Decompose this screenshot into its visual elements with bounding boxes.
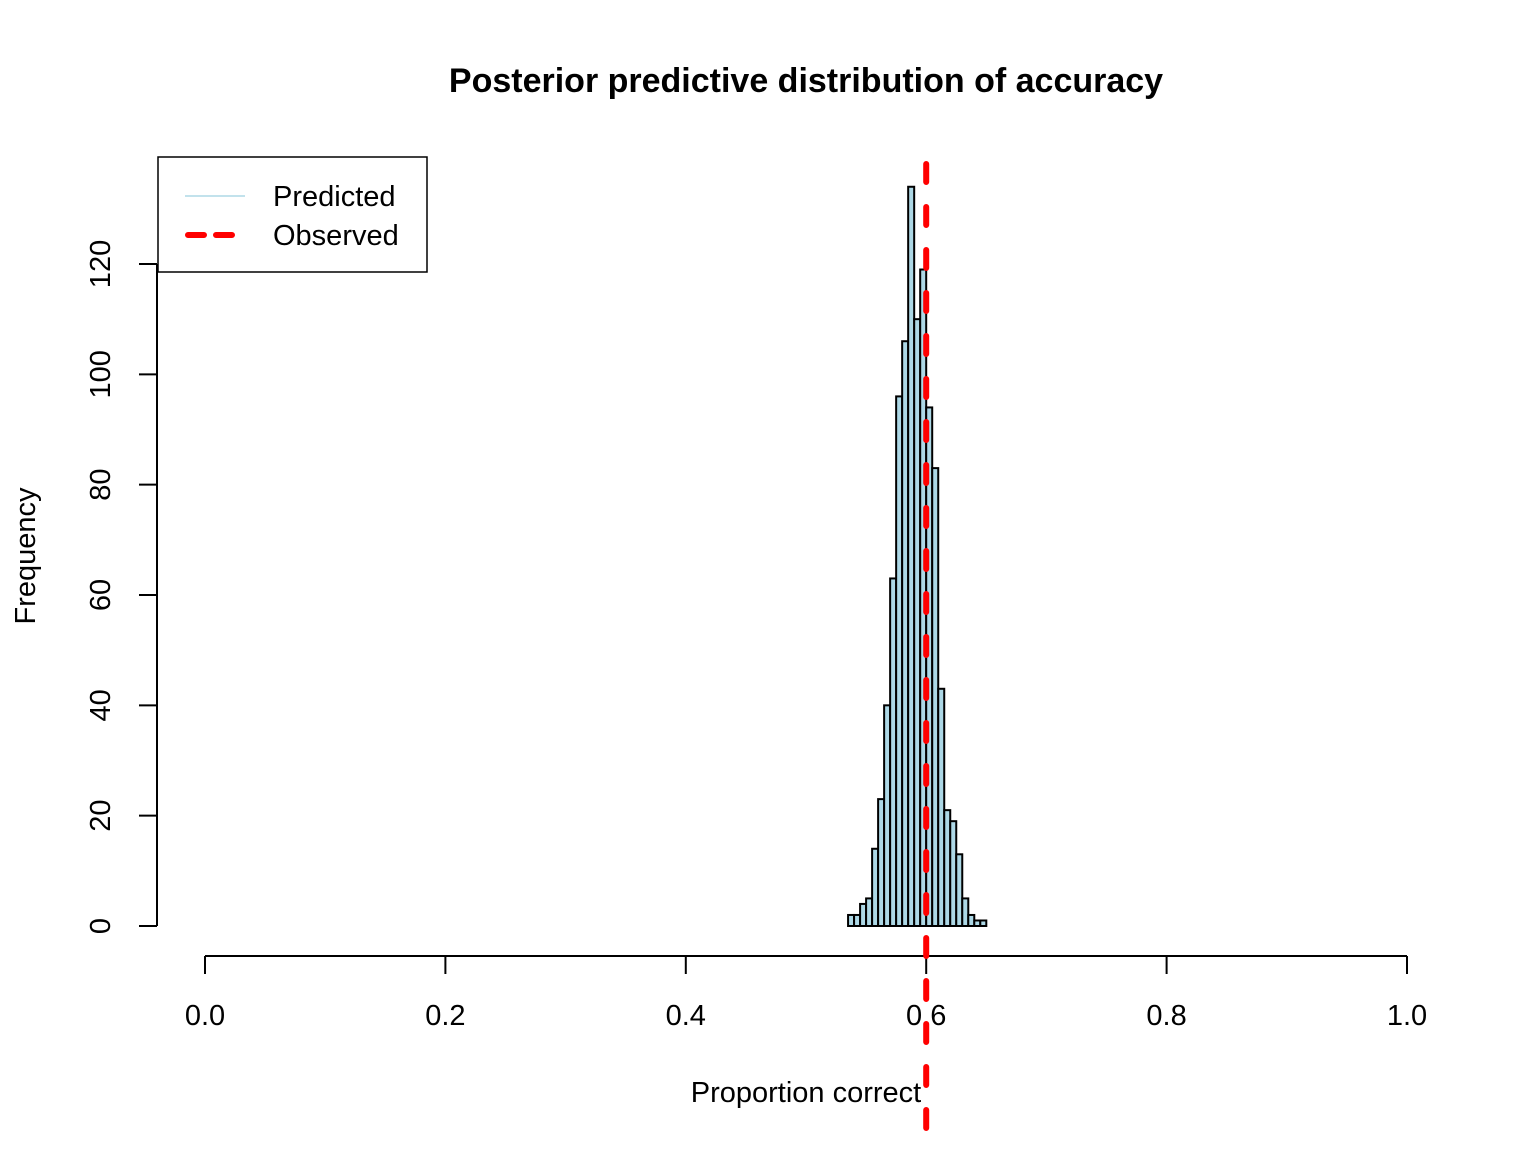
histogram-bar — [955, 853, 964, 927]
legend-observed-label: Observed — [273, 220, 399, 252]
y-tick-label: 40 — [85, 689, 117, 721]
y-tick-label: 0 — [85, 918, 117, 934]
legend-predicted-label: Predicted — [273, 181, 396, 213]
x-axis: 0.0 0.2 0.4 0.6 0.8 1.0 — [185, 955, 1427, 1032]
x-tick-label: 0.4 — [666, 1000, 706, 1032]
legend-box — [157, 156, 428, 273]
legend: Predicted Observed — [157, 156, 428, 273]
x-tick-label: 0.8 — [1146, 1000, 1186, 1032]
histogram-bar — [979, 919, 988, 928]
y-tick-label: 60 — [85, 579, 117, 611]
x-axis-label: Proportion correct — [691, 1077, 922, 1109]
y-axis: 0 20 40 60 80 100 120 — [85, 240, 158, 934]
chart-title: Posterior predictive distribution of acc… — [449, 62, 1163, 100]
histogram-bar — [961, 897, 970, 928]
x-tick-label: 1.0 — [1387, 1000, 1427, 1032]
y-tick-label: 100 — [85, 350, 117, 398]
bars-group — [847, 185, 988, 928]
x-tick-label: 0.2 — [425, 1000, 465, 1032]
y-axis-label: Frequency — [10, 487, 42, 625]
histogram-bar — [937, 687, 946, 927]
y-tick-label: 20 — [85, 800, 117, 832]
y-tick-label: 120 — [85, 240, 117, 288]
x-tick-label: 0.0 — [185, 1000, 225, 1032]
y-tick-label: 80 — [85, 469, 117, 501]
